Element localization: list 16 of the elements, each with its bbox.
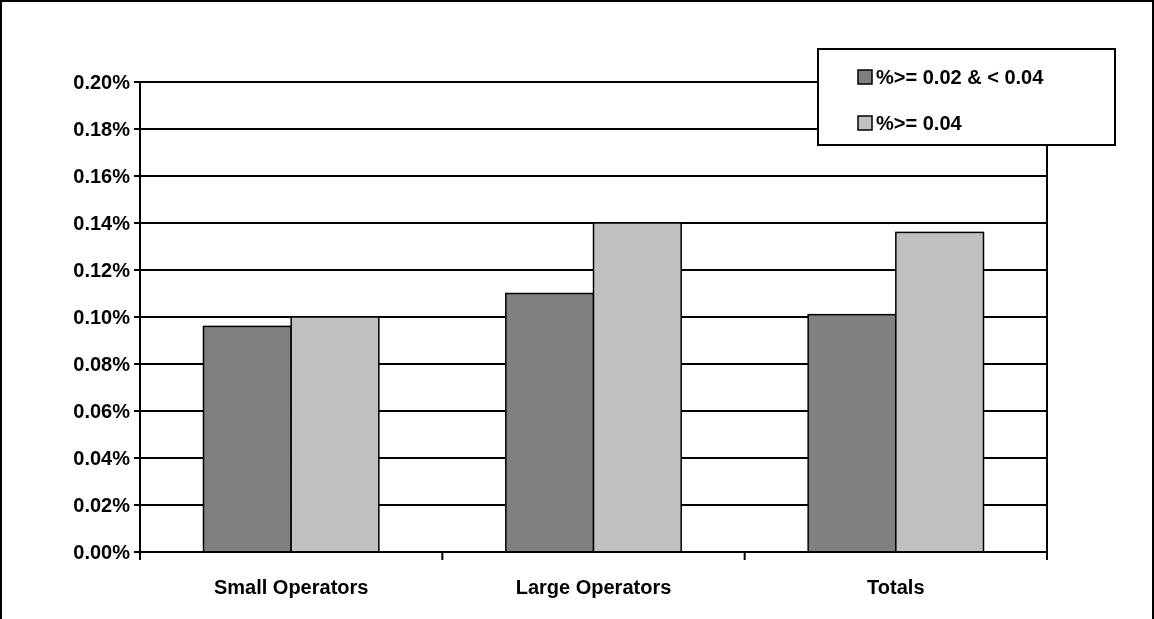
x-tick-label: Totals: [867, 576, 925, 598]
y-tick-label: 0.08%: [73, 353, 131, 375]
y-tick-label: 0.02%: [73, 494, 131, 516]
legend-label: %>= 0.04: [876, 112, 963, 134]
y-tick-label: 0.18%: [73, 118, 131, 140]
y-tick-label: 0.20%: [73, 71, 131, 93]
y-tick-label: 0.16%: [73, 165, 131, 187]
y-tick-label: 0.14%: [73, 212, 131, 234]
y-tick-label: 0.06%: [73, 400, 131, 422]
legend-label: %>= 0.02 & < 0.04: [876, 66, 1045, 88]
y-tick-label: 0.10%: [73, 306, 131, 328]
y-tick-label: 0.12%: [73, 259, 131, 281]
x-tick-label: Large Operators: [515, 576, 672, 598]
x-tick-label: Small Operators: [213, 576, 369, 598]
y-tick-label: 0.04%: [73, 447, 131, 469]
y-tick-label: 0.00%: [73, 541, 131, 563]
